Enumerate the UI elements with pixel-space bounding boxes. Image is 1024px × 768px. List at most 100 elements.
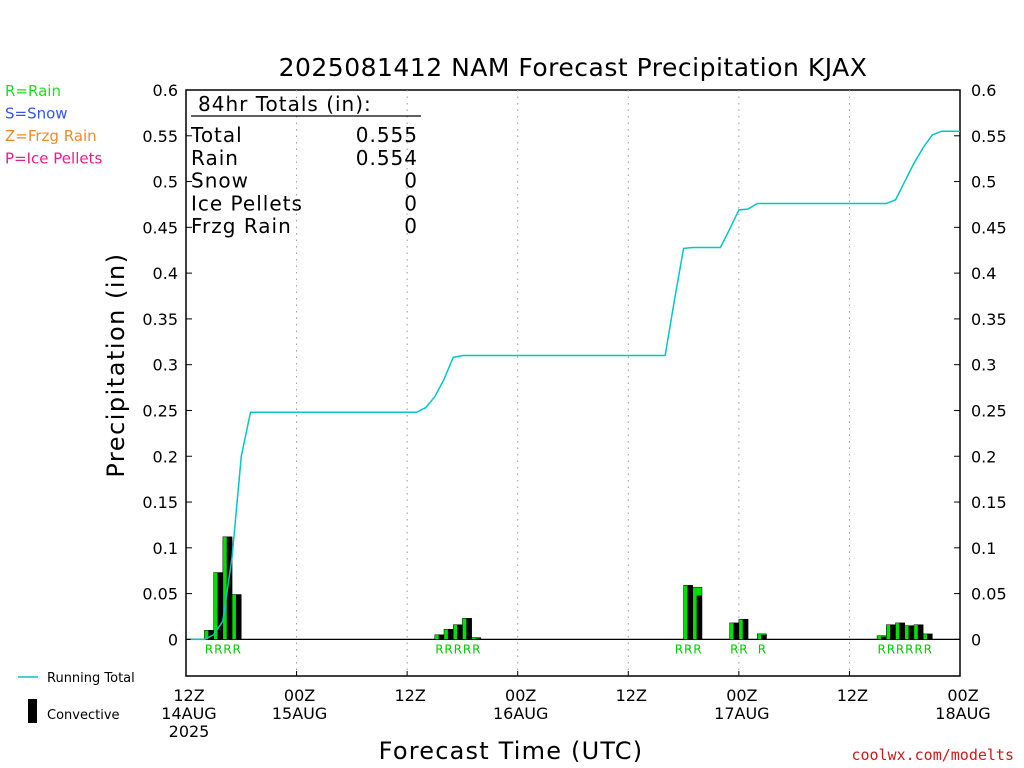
y-tick-label-left: 0.55 (142, 127, 178, 146)
totals-box: 84hr Totals (in): Total 0.555 Rain 0.554 Snow… (190, 92, 421, 238)
convective-precip-bar (899, 622, 905, 640)
y-tick-label-right: 0.5 (971, 173, 996, 192)
credit-text: coolwx.com/modelts (851, 746, 1014, 764)
ptype-label: R (914, 642, 922, 656)
ptype-label: R (214, 642, 222, 656)
ptype-legend-item: Z=Frzg Rain (5, 127, 97, 145)
convective-precip-bar (457, 624, 463, 640)
convective-precip-bar (890, 624, 896, 640)
convective-precip-bar (687, 585, 693, 640)
ptype-label: R (463, 642, 471, 656)
y-tick-label-left: 0.05 (142, 585, 178, 604)
x-tick-label: 2025 (169, 722, 210, 741)
ptype-label: R (454, 642, 462, 656)
ptype-label: R (896, 642, 904, 656)
convective-precip-bar (742, 619, 749, 640)
totals-row-label: Total (190, 123, 243, 147)
y-tick-label-right: 0.2 (971, 447, 996, 466)
convective-precip-bar (696, 595, 702, 640)
y-tick-label-right: 0.1 (971, 539, 996, 558)
totals-row-label: Rain (191, 146, 239, 170)
y-tick-label-left: 0 (168, 630, 178, 649)
y-tick-label-right: 0.55 (971, 127, 1007, 146)
totals-row-label: Frzg Rain (191, 214, 292, 238)
vertical-grid (296, 90, 850, 676)
convective-precip-bar (438, 634, 444, 640)
y-tick-label-left: 0.6 (153, 81, 178, 100)
y-tick-label-left: 0.5 (153, 173, 178, 192)
convective-precip-bar (475, 638, 481, 640)
x-tick-label: 15AUG (272, 704, 327, 723)
y-tick-label-left: 0.4 (153, 264, 178, 283)
ptype-label: R (878, 642, 886, 656)
ptype-label: R (887, 642, 895, 656)
ptype-label: R (223, 642, 231, 656)
x-tick-label: 16AUG (493, 704, 548, 723)
y-tick-label-left: 0.15 (142, 493, 178, 512)
ptype-label: R (435, 642, 443, 656)
y-axis-label: Precipitation (in) (102, 252, 130, 477)
convective-legend-swatch (28, 699, 37, 723)
ptype-legend-item: R=Rain (5, 82, 61, 100)
ptype-label: R (924, 642, 932, 656)
y-tick-label-left: 0.35 (142, 310, 178, 329)
precip-bars (204, 536, 933, 640)
y-axis-right: 0 0.05 0.1 0.15 0.2 0.25 0.3 0.35 0.4 0.45 0.5 0.55… (954, 81, 1007, 649)
totals-row-value: 0 (404, 214, 418, 238)
x-tick-label: 00Z (284, 686, 315, 705)
convective-precip-bar (917, 624, 924, 640)
y-tick-label-right: 0.15 (971, 493, 1007, 512)
convective-precip-bar (927, 633, 933, 640)
y-tick-label-right: 0.25 (971, 401, 1007, 420)
ptype-label: R (684, 642, 692, 656)
y-tick-label-right: 0.45 (971, 218, 1007, 237)
ptype-label: R (444, 642, 452, 656)
y-axis-left: 0 0.05 0.1 0.15 0.2 0.25 0.3 0.35 0.4 0.45 0.5 0.55… (142, 81, 192, 649)
convective-precip-bar (235, 594, 242, 640)
convective-precip-bar (208, 630, 214, 640)
x-tick-label: 12Z (837, 686, 868, 705)
y-tick-label-left: 0.1 (153, 539, 178, 558)
y-tick-label-left: 0.3 (153, 356, 178, 375)
x-tick-label: 18AUG (935, 704, 990, 723)
totals-row-label: Snow (191, 169, 249, 193)
chart-title: 2025081412 NAM Forecast Precipitation KJ… (279, 53, 868, 82)
y-tick-label-right: 0.35 (971, 310, 1007, 329)
ptype-label: R (233, 642, 241, 656)
convective-legend-label: Convective (47, 708, 120, 723)
ptype-label: R (739, 642, 747, 656)
totals-row-value: 0.555 (356, 123, 418, 147)
ptype-label: R (730, 642, 738, 656)
convective-precip-bar (226, 536, 233, 640)
ptype-label: R (758, 642, 766, 656)
y-tick-label-left: 0.45 (142, 218, 178, 237)
convective-precip-bar (880, 636, 887, 640)
running-total-line (190, 130, 960, 641)
y-tick-label-right: 0.05 (971, 585, 1007, 604)
y-tick-label-right: 0 (971, 630, 981, 649)
ptype-label: R (675, 642, 683, 656)
x-tick-label: 17AUG (714, 704, 769, 723)
totals-header: 84hr Totals (in): (198, 92, 372, 116)
ptype-label: R (205, 642, 213, 656)
precip-type-legend: R=Rain S=Snow Z=Frzg Rain P=Ice Pellets (5, 82, 102, 168)
ptype-legend-item: S=Snow (5, 105, 68, 123)
x-tick-label: 00Z (947, 686, 978, 705)
ptype-label: R (472, 642, 480, 656)
x-tick-label: 14AUG (161, 704, 216, 723)
convective-precip-bar (466, 618, 472, 640)
y-tick-label-left: 0.2 (153, 447, 178, 466)
y-tick-label-right: 0.3 (971, 356, 996, 375)
totals-row-value: 0 (404, 191, 418, 215)
ptype-legend-item: P=Ice Pellets (5, 150, 102, 168)
totals-row-value: 0.554 (356, 146, 418, 170)
x-tick-label: 12Z (173, 686, 204, 705)
convective-precip-bar (733, 622, 739, 640)
totals-row-label: Ice Pellets (191, 191, 303, 215)
y-tick-label-right: 0.4 (971, 264, 996, 283)
convective-precip-bar (217, 572, 223, 640)
x-tick-label: 00Z (505, 686, 536, 705)
